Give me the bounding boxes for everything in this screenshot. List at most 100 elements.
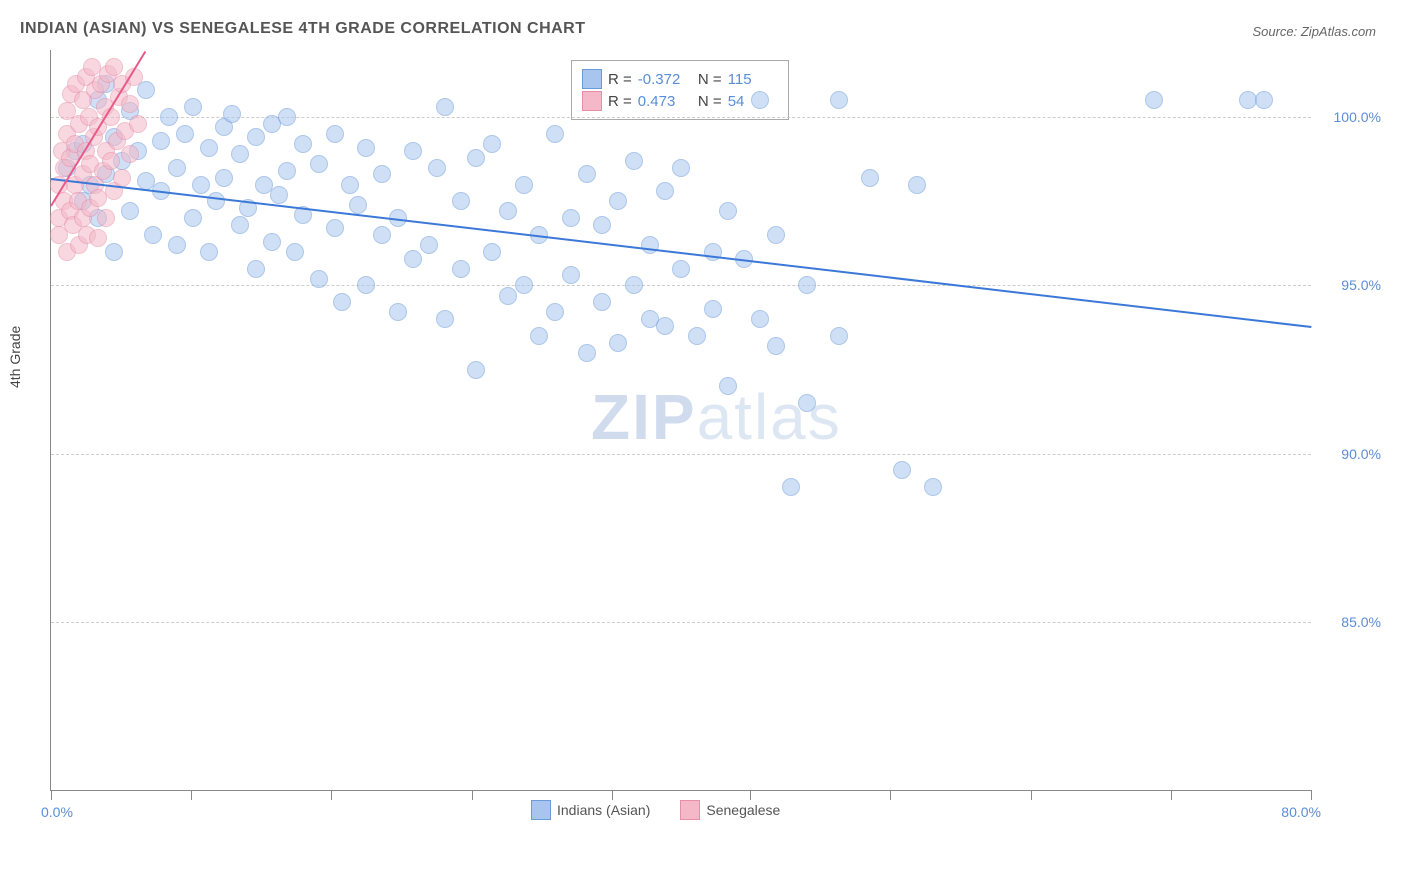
data-point — [751, 91, 769, 109]
data-point — [908, 176, 926, 194]
trend-line — [51, 178, 1311, 328]
data-point — [373, 165, 391, 183]
x-tick — [1171, 790, 1172, 800]
data-point — [404, 142, 422, 160]
data-point — [247, 260, 265, 278]
data-point — [160, 108, 178, 126]
data-point — [893, 461, 911, 479]
data-point — [207, 192, 225, 210]
data-point — [200, 139, 218, 157]
data-point — [641, 236, 659, 254]
data-point — [578, 165, 596, 183]
data-point — [625, 152, 643, 170]
data-point — [278, 108, 296, 126]
grid-line — [51, 454, 1311, 455]
data-point — [231, 216, 249, 234]
data-point — [625, 276, 643, 294]
x-axis-label-min: 0.0% — [41, 804, 73, 820]
legend-row-senegalese: R = 0.473 N = 54 — [582, 91, 778, 111]
data-point — [97, 209, 115, 227]
grid-line — [51, 622, 1311, 623]
data-point — [357, 276, 375, 294]
data-point — [121, 202, 139, 220]
y-axis-title: 4th Grade — [7, 326, 23, 388]
data-point — [672, 159, 690, 177]
x-tick — [890, 790, 891, 800]
data-point — [483, 243, 501, 261]
data-point — [830, 91, 848, 109]
data-point — [263, 233, 281, 251]
correlation-legend: R = -0.372 N = 115 R = 0.473 N = 54 — [571, 60, 789, 120]
data-point — [184, 209, 202, 227]
x-tick — [1031, 790, 1032, 800]
data-point — [215, 169, 233, 187]
data-point — [105, 58, 123, 76]
data-point — [578, 344, 596, 362]
data-point — [152, 132, 170, 150]
swatch-senegalese — [582, 91, 602, 111]
legend-row-indian: R = -0.372 N = 115 — [582, 69, 778, 89]
data-point — [144, 226, 162, 244]
data-point — [452, 192, 470, 210]
data-point — [546, 303, 564, 321]
data-point — [609, 334, 627, 352]
data-point — [688, 327, 706, 345]
source-attribution: Source: ZipAtlas.com — [1252, 24, 1376, 39]
data-point — [467, 361, 485, 379]
data-point — [420, 236, 438, 254]
x-tick — [612, 790, 613, 800]
data-point — [751, 310, 769, 328]
data-point — [452, 260, 470, 278]
data-point — [404, 250, 422, 268]
data-point — [121, 145, 139, 163]
legend-item-indian: Indians (Asian) — [531, 800, 650, 820]
y-tick-label: 85.0% — [1341, 614, 1381, 630]
data-point — [105, 243, 123, 261]
data-point — [798, 276, 816, 294]
data-point — [436, 98, 454, 116]
x-axis-label-max: 80.0% — [1281, 804, 1321, 820]
data-point — [200, 243, 218, 261]
grid-line — [51, 285, 1311, 286]
data-point — [326, 125, 344, 143]
n-value-indian: 115 — [728, 71, 778, 88]
y-tick-label: 95.0% — [1341, 277, 1381, 293]
r-value-indian: -0.372 — [638, 71, 688, 88]
data-point — [609, 192, 627, 210]
data-point — [270, 186, 288, 204]
data-point — [428, 159, 446, 177]
data-point — [278, 162, 296, 180]
watermark: ZIPatlas — [591, 380, 842, 454]
y-tick-label: 90.0% — [1341, 446, 1381, 462]
data-point — [113, 169, 131, 187]
data-point — [704, 300, 722, 318]
data-point — [102, 152, 120, 170]
data-point — [294, 135, 312, 153]
data-point — [515, 176, 533, 194]
data-point — [767, 337, 785, 355]
x-tick — [472, 790, 473, 800]
data-point — [483, 135, 501, 153]
x-tick — [191, 790, 192, 800]
data-point — [515, 276, 533, 294]
data-point — [129, 115, 147, 133]
data-point — [247, 128, 265, 146]
data-point — [333, 293, 351, 311]
data-point — [168, 236, 186, 254]
data-point — [436, 310, 454, 328]
data-point — [499, 202, 517, 220]
data-point — [326, 219, 344, 237]
x-tick — [331, 790, 332, 800]
data-point — [782, 478, 800, 496]
data-point — [286, 243, 304, 261]
data-point — [656, 317, 674, 335]
data-point — [223, 105, 241, 123]
data-point — [830, 327, 848, 345]
data-point — [546, 125, 564, 143]
data-point — [593, 216, 611, 234]
data-point — [1145, 91, 1163, 109]
data-point — [467, 149, 485, 167]
data-point — [719, 377, 737, 395]
scatter-plot-area: ZIPatlas R = -0.372 N = 115 R = 0.473 N … — [50, 50, 1311, 791]
y-tick-label: 100.0% — [1334, 109, 1381, 125]
